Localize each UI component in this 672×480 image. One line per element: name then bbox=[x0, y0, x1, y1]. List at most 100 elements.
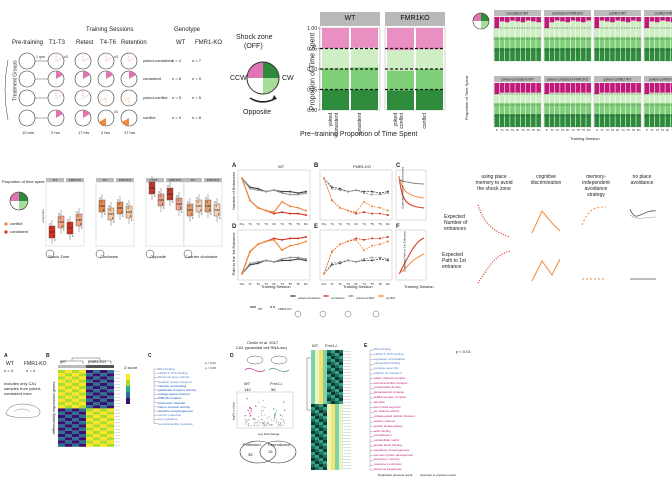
heatmap-cell bbox=[311, 398, 315, 401]
heatmap-cell bbox=[323, 389, 327, 392]
expected-curve bbox=[398, 237, 425, 275]
zone-icon bbox=[319, 310, 327, 318]
expected-curve bbox=[398, 179, 425, 185]
heatmap-cell bbox=[327, 383, 331, 386]
heatmap-cell bbox=[323, 392, 327, 395]
wt-label: WT bbox=[6, 361, 14, 367]
session-bar-segment bbox=[565, 113, 571, 127]
heatmap-cell bbox=[323, 368, 327, 371]
heatmap-cell bbox=[65, 373, 72, 377]
series-point bbox=[297, 206, 299, 209]
volcano-point bbox=[273, 408, 275, 410]
heatmap-cell bbox=[323, 467, 327, 470]
heatmap-cell bbox=[79, 427, 86, 431]
heatmap-cell bbox=[331, 413, 335, 416]
volcano-point bbox=[261, 410, 263, 412]
heatmap-cell bbox=[335, 416, 339, 419]
heatmap-cell bbox=[86, 434, 93, 438]
series-point bbox=[379, 192, 381, 195]
session-bar-segment bbox=[536, 92, 541, 103]
session-bar-segment bbox=[615, 92, 621, 103]
session-bar-segment bbox=[625, 113, 631, 127]
go-term: voltage-gated calcium channel bbox=[374, 414, 415, 419]
heatmap-cell bbox=[323, 461, 327, 464]
session-bar-segment bbox=[649, 102, 655, 114]
session-bar-segment bbox=[494, 94, 500, 103]
series-point bbox=[257, 243, 259, 246]
note-line: consistent mice bbox=[4, 391, 32, 396]
volcano-point bbox=[275, 410, 278, 412]
heatmap-cell bbox=[65, 427, 72, 431]
heatmap-cell bbox=[311, 464, 315, 467]
heatmap-cell bbox=[58, 402, 65, 406]
go-term: ribosome biogenesis bbox=[374, 467, 402, 471]
series-point bbox=[355, 260, 357, 263]
volcano-point bbox=[254, 424, 256, 427]
session-bar-shock bbox=[620, 83, 626, 93]
heatmap-cell bbox=[335, 437, 339, 440]
session-bar-segment bbox=[599, 113, 605, 127]
heatmap-cell bbox=[58, 398, 65, 402]
heatmap-cell bbox=[319, 407, 323, 410]
heatmap-cell bbox=[72, 392, 79, 396]
go-term: cell adhesion bbox=[374, 433, 392, 438]
column-header: independent bbox=[582, 180, 610, 186]
session-bar-segment bbox=[586, 102, 591, 114]
volcano-point bbox=[277, 425, 279, 427]
session-bar-segment bbox=[604, 102, 610, 114]
panel-header-wt: WT bbox=[320, 12, 380, 26]
data-point bbox=[127, 207, 129, 209]
shock-zone-title: Shock zone bbox=[236, 34, 273, 41]
go-term: regulation of translation bbox=[374, 356, 406, 361]
heatmap-cell bbox=[315, 374, 319, 377]
session-bar-segment bbox=[510, 113, 515, 127]
heatmap-cell bbox=[319, 389, 323, 392]
data-point bbox=[103, 209, 105, 211]
note-line: Includes only CA1 bbox=[4, 381, 37, 386]
session-bar-segment bbox=[594, 47, 600, 61]
session-bar-segment bbox=[620, 47, 626, 61]
panel-header bbox=[594, 76, 641, 82]
volcano-point bbox=[261, 414, 263, 417]
series-point bbox=[273, 211, 275, 214]
session-bar-shock bbox=[549, 17, 555, 23]
heatmap-cell bbox=[339, 461, 343, 464]
heatmap-cell bbox=[327, 380, 331, 383]
series-point bbox=[339, 187, 341, 190]
heatmap-cell bbox=[331, 401, 335, 404]
session-bar-shock bbox=[625, 83, 631, 93]
heatmap-cell bbox=[79, 443, 86, 447]
heatmap-cell bbox=[107, 402, 114, 406]
heatmap-cell bbox=[323, 443, 327, 446]
heatmap-cell bbox=[93, 398, 100, 402]
series-point bbox=[305, 209, 307, 212]
session-bar-segment bbox=[594, 36, 600, 48]
series-point bbox=[387, 190, 389, 193]
session-tick: T1 bbox=[500, 128, 504, 132]
heatmap-cell bbox=[93, 389, 100, 393]
heatmap-cell bbox=[339, 410, 343, 413]
legend-point bbox=[325, 295, 327, 297]
session-bar-segment bbox=[581, 92, 586, 103]
data-point bbox=[159, 195, 161, 197]
heatmap-cell bbox=[72, 376, 79, 380]
zscore-swatch bbox=[126, 380, 130, 386]
heatmap-cell bbox=[93, 402, 100, 406]
series-point bbox=[281, 190, 283, 193]
heatmap-cell bbox=[315, 452, 319, 455]
session-bar-segment bbox=[575, 36, 581, 48]
stage-label: Pre-training bbox=[12, 40, 44, 46]
heatmap-cell bbox=[323, 440, 327, 443]
heatmap-cell bbox=[107, 440, 114, 444]
series-point bbox=[387, 214, 389, 217]
boxplot-title: Counter clockwise bbox=[185, 254, 218, 259]
heatmap-cell bbox=[339, 431, 343, 434]
volcano-point bbox=[258, 423, 260, 425]
heatmap-cell bbox=[58, 424, 65, 428]
heatmap-cell bbox=[323, 449, 327, 452]
session-bar-shock bbox=[515, 83, 521, 93]
small-zone-icon bbox=[472, 12, 490, 30]
session-bar-shock bbox=[599, 83, 605, 93]
mouse-icon bbox=[270, 355, 288, 365]
data-point bbox=[77, 215, 79, 217]
